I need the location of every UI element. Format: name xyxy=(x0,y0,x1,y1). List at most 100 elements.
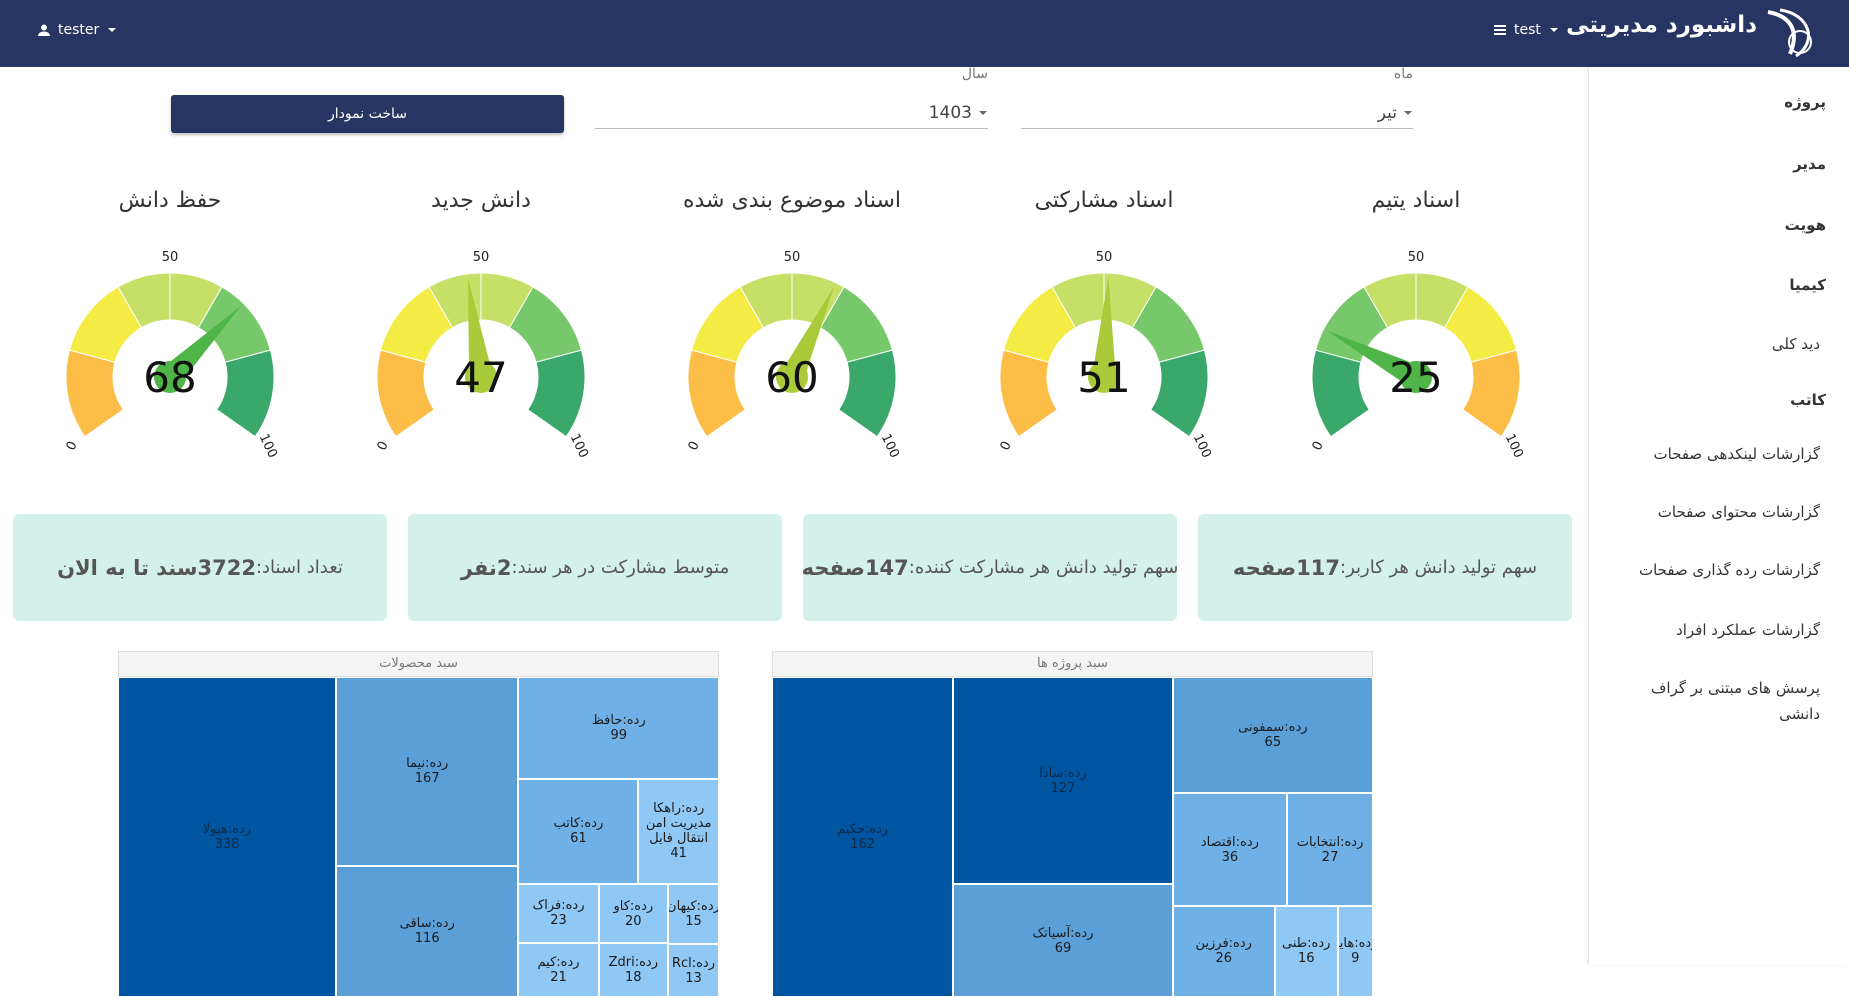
gauge-needle xyxy=(161,306,241,386)
gauge-tick-label: 100 xyxy=(567,432,591,460)
cell-value: 18 xyxy=(625,970,642,986)
cell-label: رده:فرزین xyxy=(1195,936,1252,952)
cell-label: رده:ساقی xyxy=(399,916,455,932)
sidebar-link[interactable]: دید کلی xyxy=(1771,335,1820,353)
cell-label: رده:سمفونی xyxy=(1238,720,1308,736)
gauge-tick-label: 50 xyxy=(162,250,179,265)
treemap-cell: رده:کیم 21 xyxy=(518,942,599,997)
month-select[interactable]: تیر xyxy=(1021,98,1413,129)
treemap-cell: رده:Rcl 13 xyxy=(667,944,719,997)
stat-value: 117صفحه xyxy=(1232,555,1341,580)
gauge-tick-label: 0 xyxy=(1310,439,1327,453)
cell-label: رده:سادا xyxy=(1039,765,1087,781)
user-menu[interactable]: tester xyxy=(38,22,117,38)
gauge-needle xyxy=(781,286,835,383)
gauge-value: 68 xyxy=(143,353,196,402)
gauge-needle xyxy=(1092,277,1116,378)
gauge-title: حفظ دانش xyxy=(119,188,222,213)
grid-icon xyxy=(1494,25,1506,35)
treemap-cell: رده:سمفونی 65 xyxy=(1172,677,1373,794)
gauge-band xyxy=(1461,349,1521,438)
caret xyxy=(979,111,987,115)
cell-label: رده:Rcl xyxy=(671,955,715,971)
sidebar-link[interactable]: گزارشات رده گذاری صفحات xyxy=(1638,561,1820,579)
gauge-needle xyxy=(1327,330,1422,388)
cell-value: 338 xyxy=(214,837,240,852)
gauge-tick-label: 100 xyxy=(1190,432,1214,460)
cell-label: رده:کاتب xyxy=(553,816,604,832)
treemap: سبد پروژه ها رده:حکیم 162 رده:سادا 127 رده:آس… xyxy=(772,651,1373,997)
treemap-cell: رده:هیولا 338 xyxy=(118,677,336,997)
treemap-cell: رده:راهکا مدیریت امن انتقال فایل 41 xyxy=(638,778,719,884)
cell-label: رده:Zdri xyxy=(608,955,658,971)
gauge-value: 47 xyxy=(454,353,507,402)
sidebar-link[interactable]: گزارشات عملکرد افراد xyxy=(1676,621,1820,639)
gauge-band xyxy=(215,349,275,438)
cell-value: 69 xyxy=(1054,940,1072,956)
treemap-cell: رده:آسیاتک 69 xyxy=(953,884,1173,997)
workspace-menu[interactable]: test xyxy=(1494,22,1559,38)
treemap-title: سبد محصولات xyxy=(118,651,719,677)
year-select[interactable]: 1403 xyxy=(595,98,988,129)
sidebar: پروژه مدیر هویت کیمیا دید کلی کاتب گزارشات لین… xyxy=(1588,67,1849,965)
gauge-band xyxy=(837,349,897,438)
sidebar-link[interactable]: گزارشات محتوای صفحات xyxy=(1657,503,1820,521)
build-chart-button[interactable]: ساخت نمودار xyxy=(171,95,564,133)
treemap-cell: رده:کاو 20 xyxy=(598,883,668,944)
treemap-cell: رده:حافظ 99 xyxy=(518,677,719,779)
gauge-band xyxy=(687,349,747,438)
cell-value: 116 xyxy=(414,931,440,947)
cell-label: رده:هایو xyxy=(1339,936,1372,952)
cell-label: رده:طنی xyxy=(1282,936,1331,952)
cell-value: 41 xyxy=(670,846,687,862)
stat-value: 3722سند تا به الان xyxy=(57,555,256,580)
gauge-hub xyxy=(154,361,186,393)
month-label: ماه xyxy=(1393,66,1413,82)
month-value: تیر xyxy=(1377,103,1397,123)
treemap-cell: رده:انتخابات 27 xyxy=(1287,793,1373,906)
treemap-title: سبد پروژه ها xyxy=(772,651,1373,677)
cell-value: 27 xyxy=(1321,849,1339,865)
cell-label: رده:حافظ xyxy=(591,712,646,728)
caret xyxy=(108,28,117,32)
treemap: سبد محصولات رده:هیولا 338 رده:نیما 167 رده:سا… xyxy=(118,651,719,997)
treemap-area: رده:حکیم 162 رده:سادا 127 رده:آسیاتک 69 رده:سم… xyxy=(772,677,1373,997)
sidebar-link[interactable]: پرسش های مبتنی بر گراف دانشی xyxy=(1650,679,1820,723)
sidebar-heading[interactable]: مدیر xyxy=(1793,155,1826,173)
cell-label: رده:راهکا مدیریت امن انتقال فایل xyxy=(645,801,712,847)
gauge-band xyxy=(65,349,125,438)
gauge-tick-label: 100 xyxy=(878,432,902,460)
sidebar-heading[interactable]: کیمیا xyxy=(1789,276,1826,294)
sidebar-heading[interactable]: کاتب xyxy=(1790,391,1826,409)
treemap-cell: رده:کیهان 15 xyxy=(667,883,719,945)
cell-value: 65 xyxy=(1264,735,1282,751)
treemap-cell: رده:Zdri 18 xyxy=(598,943,668,997)
gauge-title: دانش جدید xyxy=(431,188,531,213)
cell-value: 15 xyxy=(685,914,702,930)
user-icon xyxy=(38,24,50,36)
gauge-band xyxy=(1311,349,1371,438)
cell-label: رده:اقتصاد xyxy=(1200,834,1259,850)
gauge-tick-label: 50 xyxy=(1096,250,1113,265)
gauge-needle xyxy=(467,277,493,379)
stat-label: سهم تولید دانش هر کاربر: xyxy=(1340,557,1538,578)
stat-card: متوسط مشارکت در هر سند: 2نفر xyxy=(408,514,782,621)
stat-value: 147صفحه xyxy=(801,555,909,580)
cell-value: 167 xyxy=(414,771,440,787)
gauge-tick-label: 100 xyxy=(1502,432,1526,460)
gauge-title: اسناد موضوع بندی شده xyxy=(683,188,901,213)
stat-label: سهم تولید دانش هر مشارکت کننده: xyxy=(908,557,1179,578)
sidebar-heading[interactable]: پروژه xyxy=(1784,93,1826,111)
gauge-tick-label: 0 xyxy=(64,439,81,453)
treemap-cell: رده:سادا 127 xyxy=(953,677,1173,885)
gauge-tick-label: 50 xyxy=(1408,250,1425,265)
cell-label: رده:کاو xyxy=(613,898,654,914)
gauge-hub xyxy=(465,361,497,393)
sidebar-link[interactable]: گزارشات لینکدهی صفحات xyxy=(1653,445,1820,463)
gauge-tick-label: 0 xyxy=(998,439,1015,453)
gauge-band xyxy=(526,349,586,438)
sidebar-heading[interactable]: هویت xyxy=(1784,216,1826,234)
gauge-hub xyxy=(776,361,808,393)
stat-card: تعداد اسناد: 3722سند تا به الان xyxy=(13,514,387,621)
